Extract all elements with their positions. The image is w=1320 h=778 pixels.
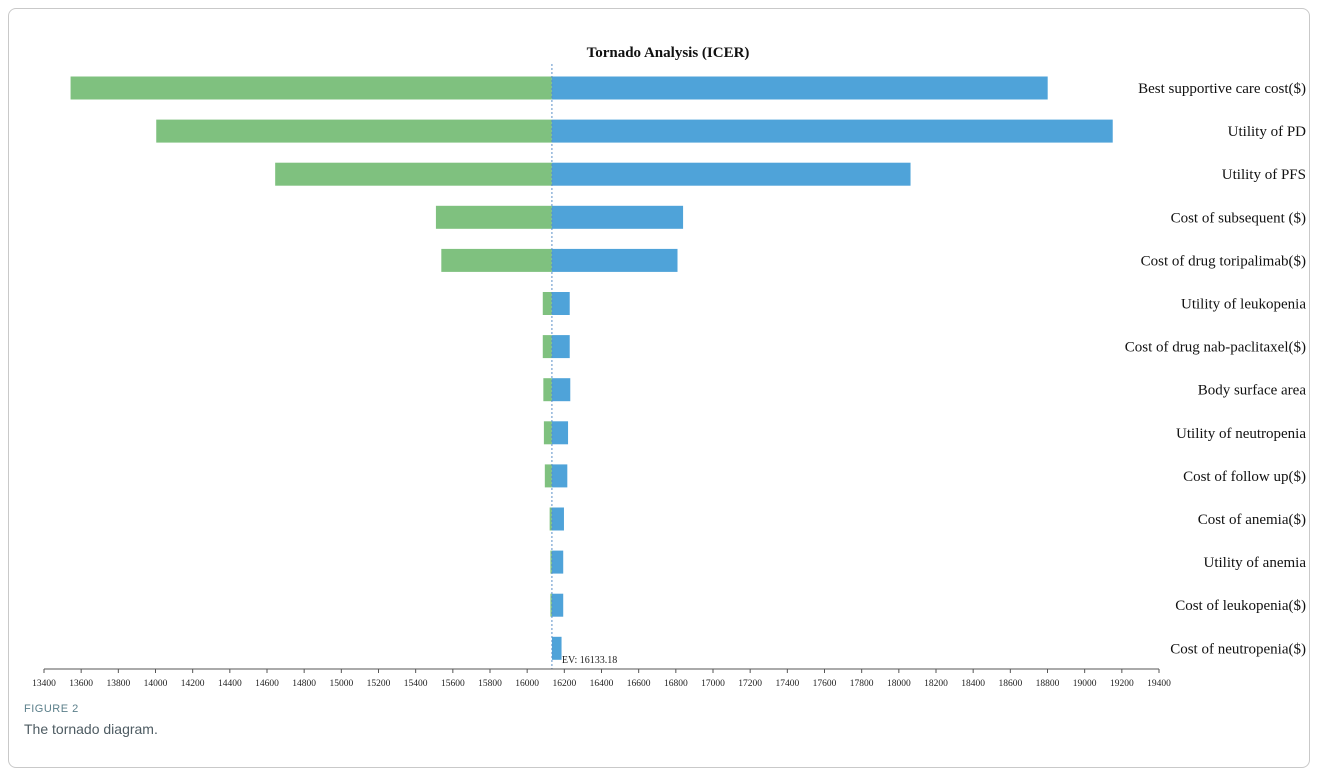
parameter-label: Utility of PFS [1222, 167, 1306, 183]
x-tick-label: 17600 [813, 679, 837, 689]
x-tick-label: 15400 [404, 679, 428, 689]
bar-low [441, 248, 552, 272]
parameter-label: Cost of anemia($) [1198, 512, 1306, 528]
x-tick-label: 16400 [590, 679, 614, 689]
parameter-label: Utility of anemia [1204, 555, 1307, 571]
x-tick-label: 18800 [1036, 679, 1060, 689]
figure-frame [8, 8, 1310, 768]
bar-low [549, 507, 552, 531]
bar-high [551, 593, 564, 617]
parameter-label: Cost of neutropenia($) [1170, 641, 1306, 657]
bar-high [551, 162, 911, 186]
x-tick-label: 16800 [664, 679, 688, 689]
x-tick-label: 18200 [924, 679, 948, 689]
parameter-label: Utility of neutropenia [1176, 426, 1306, 442]
x-tick-label: 18400 [961, 679, 985, 689]
x-tick-label: 17000 [701, 679, 725, 689]
bar-high [551, 205, 684, 229]
figure-caption: The tornado diagram. [24, 721, 158, 737]
bar-high [551, 248, 678, 272]
bar-high [551, 76, 1048, 100]
bar-high [551, 550, 564, 574]
bar-high [551, 464, 568, 488]
parameter-label: Body surface area [1198, 383, 1307, 399]
bar-high [551, 292, 570, 315]
x-axis-ticks: 13400 13600 13800 14000 14200 14400 14600 14800… [32, 669, 1171, 689]
x-tick-label: 14800 [292, 679, 316, 689]
chart-title: Tornado Analysis (ICER) [587, 45, 750, 61]
x-tick-label: 17800 [850, 679, 874, 689]
bar-low [435, 205, 552, 229]
x-tick-label: 14400 [218, 679, 242, 689]
figure-label: FIGURE 2 [24, 703, 79, 715]
bars-layer [70, 76, 1113, 660]
x-tick-label: 13600 [69, 679, 93, 689]
bar-high [551, 119, 1113, 143]
ev-label: EV: 16133.18 [562, 655, 617, 666]
x-tick-label: 17200 [738, 679, 762, 689]
parameter-label: Cost of subsequent ($) [1171, 210, 1306, 226]
x-tick-label: 18600 [998, 679, 1022, 689]
bar-low [543, 421, 552, 445]
parameter-label: Cost of follow up($) [1183, 469, 1306, 485]
x-tick-label: 18000 [887, 679, 911, 689]
x-tick-label: 16000 [515, 679, 539, 689]
bar-high [551, 335, 570, 359]
bar-low [542, 292, 552, 315]
bar-low [542, 335, 552, 359]
parameter-label: Utility of PD [1228, 124, 1307, 140]
parameter-label: Cost of leukopenia($) [1175, 598, 1306, 614]
bar-low [156, 119, 552, 143]
x-tick-label: 14600 [255, 679, 279, 689]
parameter-label: Cost of drug toripalimab($) [1141, 253, 1306, 269]
bar-high [551, 421, 569, 445]
bar-low [70, 76, 552, 100]
bar-low [550, 593, 552, 617]
bar-low [275, 162, 552, 186]
x-tick-label: 19000 [1073, 679, 1097, 689]
x-tick-label: 13800 [106, 679, 130, 689]
parameter-label: Cost of drug nab-paclitaxel($) [1125, 340, 1306, 356]
x-tick-label: 17400 [775, 679, 799, 689]
x-tick-label: 15000 [329, 679, 353, 689]
x-tick-label: 14000 [144, 679, 168, 689]
bar-low [544, 464, 552, 488]
x-tick-label: 19200 [1110, 679, 1134, 689]
x-tick-label: 14200 [181, 679, 205, 689]
parameter-label: Utility of leukopenia [1181, 297, 1306, 313]
bar-low [543, 378, 552, 402]
tornado-chart: Tornado Analysis (ICER) Best supportive … [32, 45, 1307, 689]
bar-high [551, 636, 562, 660]
parameter-label: Best supportive care cost($) [1138, 81, 1306, 97]
bar-high [551, 507, 564, 531]
x-tick-label: 15800 [478, 679, 502, 689]
x-tick-label: 13400 [32, 679, 56, 689]
x-tick-label: 16600 [627, 679, 651, 689]
parameter-labels: Best supportive care cost($) Utility of P… [1125, 81, 1307, 657]
x-tick-label: 15600 [441, 679, 465, 689]
bar-low [550, 550, 552, 574]
x-tick-label: 19400 [1147, 679, 1171, 689]
x-tick-label: 16200 [552, 679, 576, 689]
bar-high [551, 378, 571, 402]
x-tick-label: 15200 [367, 679, 391, 689]
